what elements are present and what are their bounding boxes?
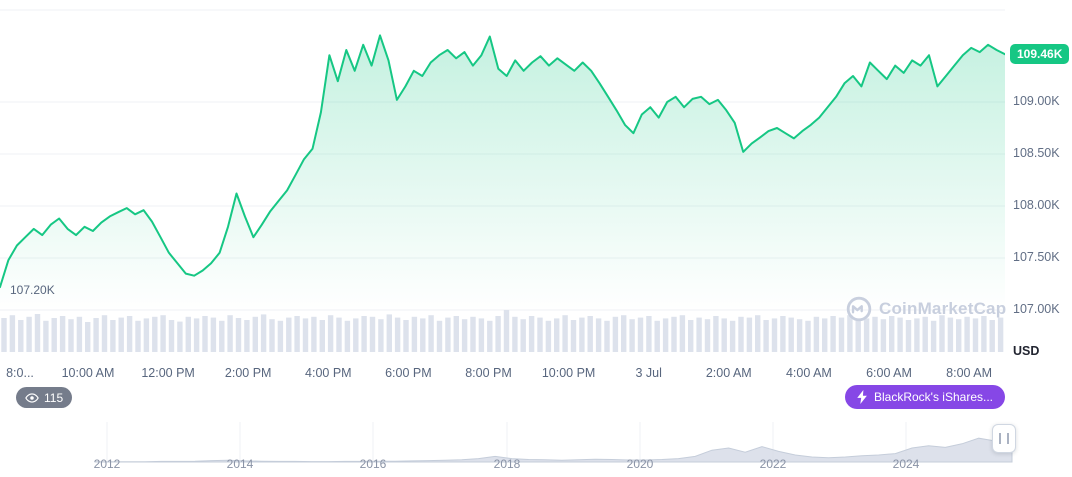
- x-axis-label: 2:00 PM: [224, 366, 272, 380]
- x-axis: 8:0... 10:00 AM 12:00 PM 2:00 PM 4:00 PM 6:00…: [0, 366, 1005, 382]
- volume-bars: [1, 310, 1004, 352]
- watchers-eye-icon: [25, 392, 39, 403]
- timeline-scrub-handle[interactable]: [992, 424, 1016, 453]
- x-axis-label: 8:00 AM: [946, 366, 993, 380]
- timeline-year-label: 2014: [226, 457, 254, 471]
- timeline-year-label: 2020: [626, 457, 654, 471]
- low-price-label: 107.20K: [10, 283, 55, 297]
- news-badge[interactable]: BlackRock's iShares...: [845, 385, 1005, 409]
- timeline-mini-chart[interactable]: [0, 418, 1072, 464]
- lightning-icon: [857, 390, 867, 404]
- y-axis: 109.46K 109.00K 108.50K 108.00K 107.50K 107.…: [1005, 0, 1072, 362]
- watchers-badge: 115: [16, 387, 73, 408]
- timeline-grid-ticks: [106, 422, 907, 462]
- current-price-badge: 109.46K: [1010, 44, 1070, 64]
- timeline-navigator[interactable]: 2012 2014 2016 2018 2020 2022 2024: [0, 412, 1072, 477]
- y-axis-tick-label: 108.00K: [1013, 198, 1060, 212]
- timeline-year-label: 2022: [759, 457, 787, 471]
- y-axis-tick-label: 107.50K: [1013, 250, 1060, 264]
- x-axis-label: 2:00 AM: [705, 366, 752, 380]
- x-axis-label: 12:00 PM: [141, 366, 195, 380]
- coinmarketcap-watermark: CoinMarketCap: [846, 296, 1006, 322]
- price-area: [0, 35, 1005, 311]
- x-axis-label: 8:00 PM: [465, 366, 512, 380]
- news-badge-label: BlackRock's iShares...: [874, 390, 993, 404]
- x-axis-label: 3 Jul: [635, 366, 662, 380]
- x-axis-label: 6:00 AM: [866, 366, 912, 380]
- watermark-text: CoinMarketCap: [879, 299, 1007, 318]
- price-chart[interactable]: [0, 0, 1005, 360]
- coinmarketcap-logo-icon: [846, 296, 872, 322]
- currency-label: USD: [1013, 344, 1040, 358]
- y-axis-tick-label: 109.00K: [1013, 94, 1060, 108]
- x-axis-label: 6:00 PM: [385, 366, 432, 380]
- price-line: [0, 34, 1005, 289]
- timeline-year-label: 2024: [892, 457, 920, 471]
- x-axis-label: 4:00 PM: [305, 366, 352, 380]
- watchers-count: 115: [44, 390, 64, 405]
- x-axis-label: 8:0...: [6, 366, 34, 380]
- y-axis-tick-label: 107.00K: [1013, 302, 1060, 316]
- timeline-year-label: 2016: [359, 457, 387, 471]
- y-axis-tick-label: 108.50K: [1013, 146, 1060, 160]
- timeline-year-label: 2012: [93, 457, 121, 471]
- x-axis-label: 10:00 PM: [541, 366, 596, 380]
- x-axis-label: 4:00 AM: [785, 366, 832, 380]
- timeline-year-label: 2018: [493, 457, 521, 471]
- grip-icon: [999, 433, 1009, 444]
- x-axis-label: 10:00 AM: [61, 366, 115, 380]
- timeline-history-area: [94, 433, 1013, 463]
